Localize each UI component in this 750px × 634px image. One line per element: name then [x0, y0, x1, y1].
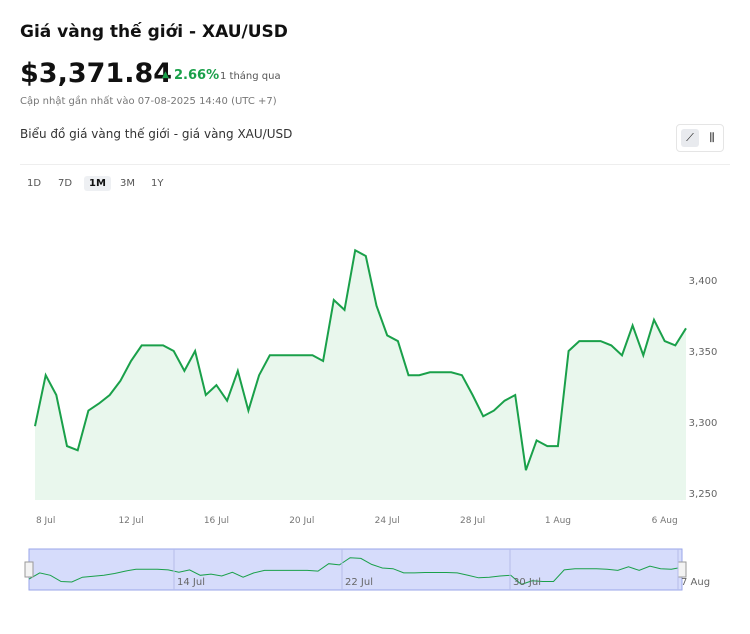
navigator-label: 30 Jul: [513, 577, 541, 588]
period: 1 tháng qua: [220, 71, 281, 82]
navigator-handle[interactable]: [24, 561, 34, 578]
area: [35, 250, 686, 500]
x-tick-label: 1 Aug: [545, 516, 571, 526]
x-tick-label: 12 Jul: [118, 516, 143, 526]
range-button[interactable]: 7D: [58, 178, 73, 189]
navigator-label: 7 Aug: [681, 577, 710, 588]
x-tick-label: 6 Aug: [652, 516, 678, 526]
y-tick-label: 3,400: [689, 276, 718, 287]
y-tick-label: 3,250: [689, 489, 718, 500]
range-button[interactable]: 1Y: [151, 178, 164, 189]
chart-title: Biểu đồ giá vàng thế giới - giá vàng XAU…: [20, 127, 293, 141]
x-tick-label: 28 Jul: [460, 516, 485, 526]
range-button[interactable]: 3M: [120, 178, 135, 189]
x-tick-label: 8 Jul: [36, 516, 55, 526]
navigator-line: [28, 557, 683, 585]
candle-mode-button[interactable]: ⫼: [709, 131, 715, 144]
range-button[interactable]: 1D: [27, 178, 42, 189]
price-line: [34, 248, 687, 471]
navigator-handle[interactable]: [677, 561, 687, 578]
price: $3,371.84: [20, 58, 173, 89]
up-arrow: ▲: [162, 70, 169, 80]
x-tick-label: 24 Jul: [375, 516, 400, 526]
divider: [20, 164, 730, 165]
y-tick-label: 3,350: [689, 347, 718, 358]
y-tick-label: 3,300: [689, 418, 718, 429]
x-tick-label: 16 Jul: [204, 516, 229, 526]
navigator-label: 22 Jul: [345, 577, 373, 588]
navigator-label: 14 Jul: [177, 577, 205, 588]
updated: Cập nhật gần nhất vào 07-08-2025 14:40 (…: [20, 96, 277, 107]
range-button[interactable]: 1M: [84, 176, 111, 191]
toolbar: ⟋ ⫼: [676, 124, 724, 152]
line-mode-button[interactable]: ⟋: [681, 129, 699, 147]
change: 2.66%: [174, 68, 220, 83]
x-tick-label: 20 Jul: [289, 516, 314, 526]
page-title: Giá vàng thế giới - XAU/USD: [20, 22, 288, 42]
